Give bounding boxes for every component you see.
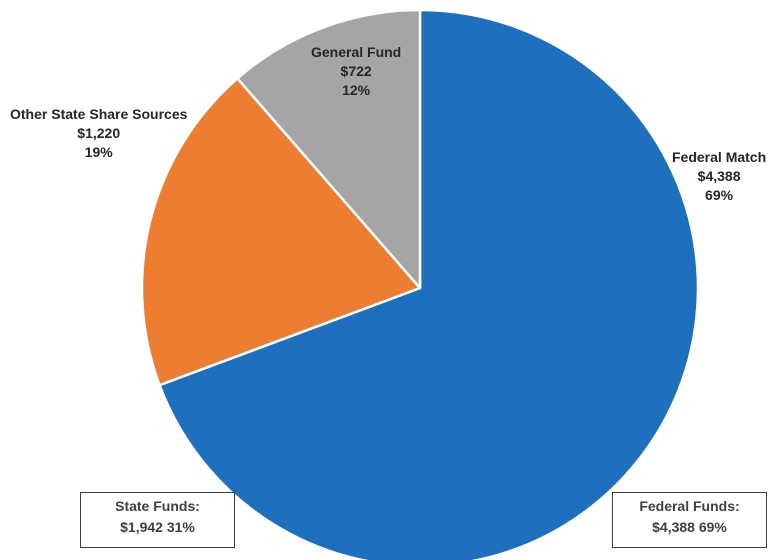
pie-slice-other-state-share-sources — [140, 77, 422, 387]
label-other-state-share-name: Other State Share Sources — [10, 106, 188, 122]
label-federal-match-percent: 69% — [705, 187, 734, 203]
state-funds-value: $1,942 31% — [120, 519, 195, 535]
label-federal-match-name: Federal Match — [672, 149, 767, 165]
federal-funds-value: $4,388 69% — [652, 519, 727, 535]
label-general-fund-value: $722 — [340, 63, 372, 79]
pie-slice-federal-match — [158, 8, 700, 560]
label-other-state-share: Other State Share Sources $1,220 19% — [10, 105, 187, 162]
label-other-state-share-percent: 19% — [84, 144, 113, 160]
label-federal-match: Federal Match $4,388 69% — [672, 148, 766, 205]
label-general-fund-percent: 12% — [342, 82, 371, 98]
state-funds-title: State Funds: — [115, 498, 200, 514]
federal-funds-box: Federal Funds: $4,388 69% — [612, 492, 767, 548]
label-general-fund: General Fund $722 12% — [311, 43, 401, 100]
label-general-fund-name: General Fund — [311, 44, 402, 60]
label-other-state-share-value: $1,220 — [77, 125, 121, 141]
federal-funds-title: Federal Funds: — [639, 498, 740, 514]
label-federal-match-value: $4,388 — [697, 168, 741, 184]
pie-slice-general-fund — [236, 8, 422, 290]
state-funds-box: State Funds: $1,942 31% — [80, 492, 235, 548]
